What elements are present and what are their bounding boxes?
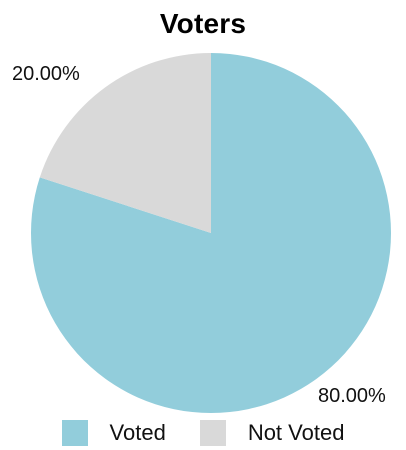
legend-item-not-voted[interactable]: Not Voted [199,420,345,446]
pie-label-voted: 80.00% [318,385,386,407]
pie-label-not-voted: 20.00% [12,63,80,85]
legend-item-voted[interactable]: Voted [61,420,166,446]
legend: Voted Not Voted [0,420,406,446]
legend-label-not-voted: Not Voted [247,420,345,445]
legend-label-voted: Voted [109,420,166,445]
pie-slice-not-voted[interactable] [39,53,211,233]
chart-title: Voters [159,8,247,39]
legend-swatch-voted [61,420,88,446]
pie-slice-labels: 80.00% 20.00% [12,63,386,407]
pie-slices [31,53,392,413]
pie-chart: 80.00% 20.00% [12,53,392,413]
legend-swatch-not-voted [199,420,226,446]
